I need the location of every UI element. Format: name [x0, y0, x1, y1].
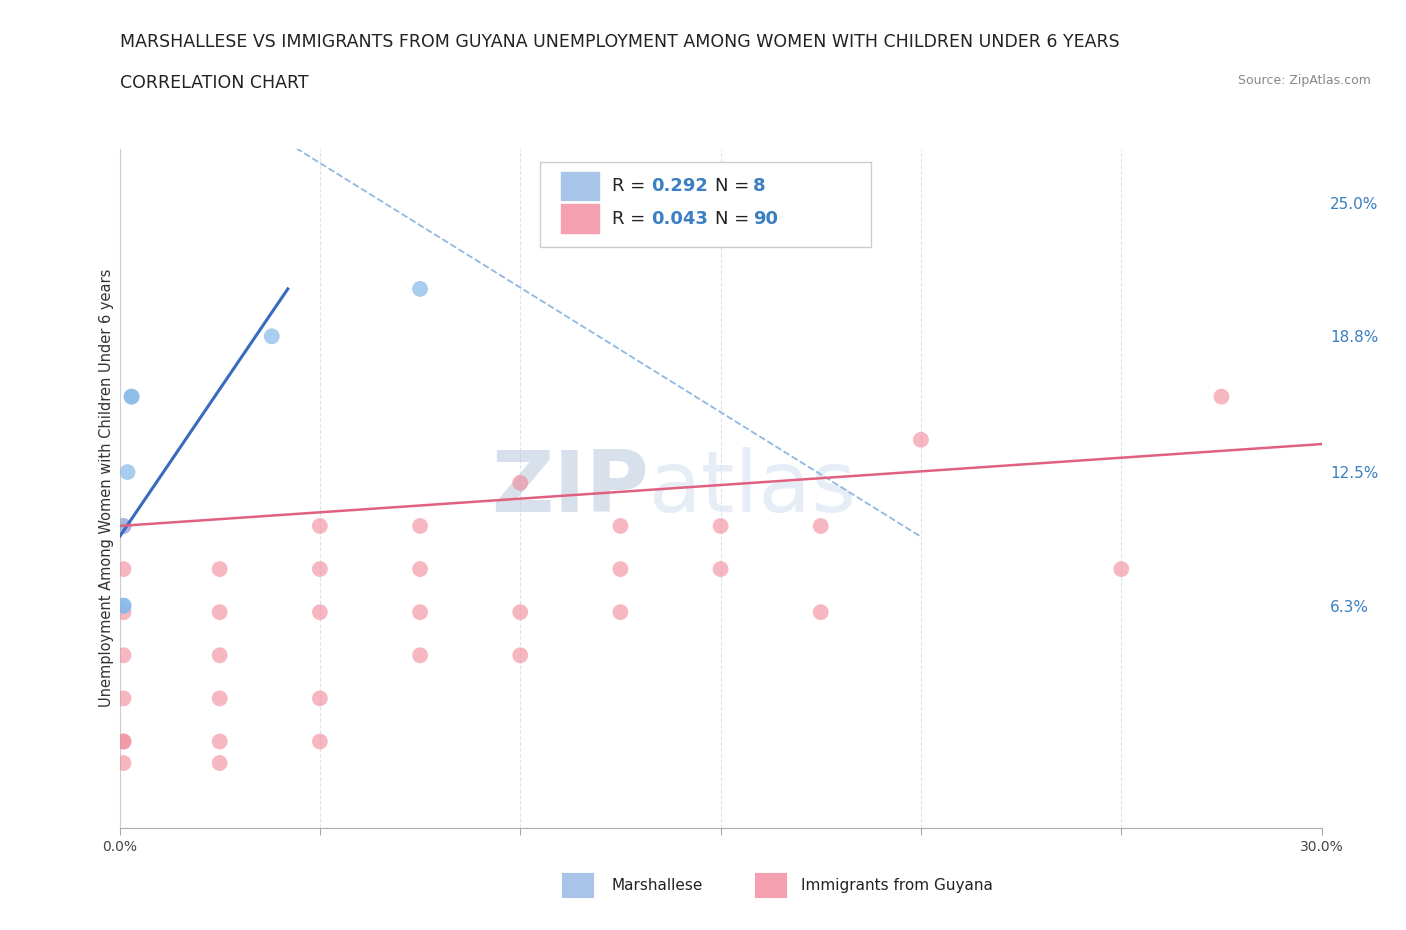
Text: 0.043: 0.043	[651, 210, 707, 228]
Point	[309, 604, 332, 619]
Text: R =: R =	[613, 177, 651, 195]
Point	[112, 598, 135, 613]
Point	[208, 604, 231, 619]
Point	[910, 432, 932, 447]
Text: N =: N =	[714, 177, 755, 195]
Point	[112, 519, 135, 534]
Point	[208, 755, 231, 770]
FancyBboxPatch shape	[540, 163, 870, 247]
Point	[117, 465, 139, 480]
Point	[509, 604, 531, 619]
Point	[260, 329, 283, 344]
Point	[309, 519, 332, 534]
Point	[810, 604, 832, 619]
Point	[112, 734, 135, 749]
Point	[112, 755, 135, 770]
Text: Marshallese: Marshallese	[612, 878, 703, 893]
Point	[509, 475, 531, 490]
Point	[112, 648, 135, 663]
Point	[409, 648, 432, 663]
Point	[208, 691, 231, 706]
Text: ZIP: ZIP	[491, 446, 648, 530]
Point	[609, 562, 631, 577]
Text: Source: ZipAtlas.com: Source: ZipAtlas.com	[1237, 74, 1371, 87]
FancyBboxPatch shape	[561, 205, 599, 233]
Point	[121, 390, 143, 405]
Point	[208, 734, 231, 749]
Point	[309, 734, 332, 749]
Point	[409, 282, 432, 297]
Point	[810, 519, 832, 534]
Text: 0.292: 0.292	[651, 177, 707, 195]
Text: Immigrants from Guyana: Immigrants from Guyana	[801, 878, 993, 893]
Point	[1111, 562, 1133, 577]
Point	[121, 390, 143, 405]
Point	[309, 562, 332, 577]
Point	[409, 562, 432, 577]
Text: atlas: atlas	[648, 446, 856, 530]
Y-axis label: Unemployment Among Women with Children Under 6 years: Unemployment Among Women with Children U…	[98, 269, 114, 708]
Point	[112, 734, 135, 749]
Point	[1211, 390, 1233, 405]
Point	[509, 648, 531, 663]
Point	[409, 604, 432, 619]
Text: 8: 8	[754, 177, 766, 195]
Point	[112, 519, 135, 534]
Point	[409, 519, 432, 534]
Point	[709, 519, 731, 534]
Point	[609, 519, 631, 534]
Point	[112, 562, 135, 577]
Point	[309, 691, 332, 706]
Point	[709, 562, 731, 577]
Point	[208, 648, 231, 663]
Text: N =: N =	[714, 210, 755, 228]
Point	[208, 562, 231, 577]
Point	[112, 604, 135, 619]
Text: R =: R =	[613, 210, 651, 228]
Text: MARSHALLESE VS IMMIGRANTS FROM GUYANA UNEMPLOYMENT AMONG WOMEN WITH CHILDREN UND: MARSHALLESE VS IMMIGRANTS FROM GUYANA UN…	[120, 33, 1119, 50]
Text: CORRELATION CHART: CORRELATION CHART	[120, 74, 308, 92]
Point	[112, 691, 135, 706]
Point	[112, 598, 135, 613]
FancyBboxPatch shape	[561, 172, 599, 200]
Point	[609, 604, 631, 619]
Text: 90: 90	[754, 210, 778, 228]
